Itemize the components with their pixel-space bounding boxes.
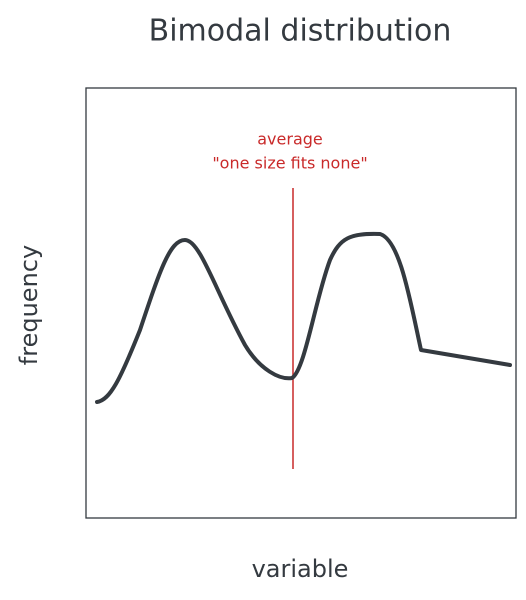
annotation-line: "one size fits none" xyxy=(212,154,367,173)
annotation-line: average xyxy=(257,130,323,149)
distribution-curve xyxy=(95,231,512,404)
plot-frame xyxy=(85,87,517,519)
y-axis-label: frequency xyxy=(15,245,43,365)
title: Bimodal distribution xyxy=(149,14,452,49)
x-axis-label: variable xyxy=(252,555,349,583)
